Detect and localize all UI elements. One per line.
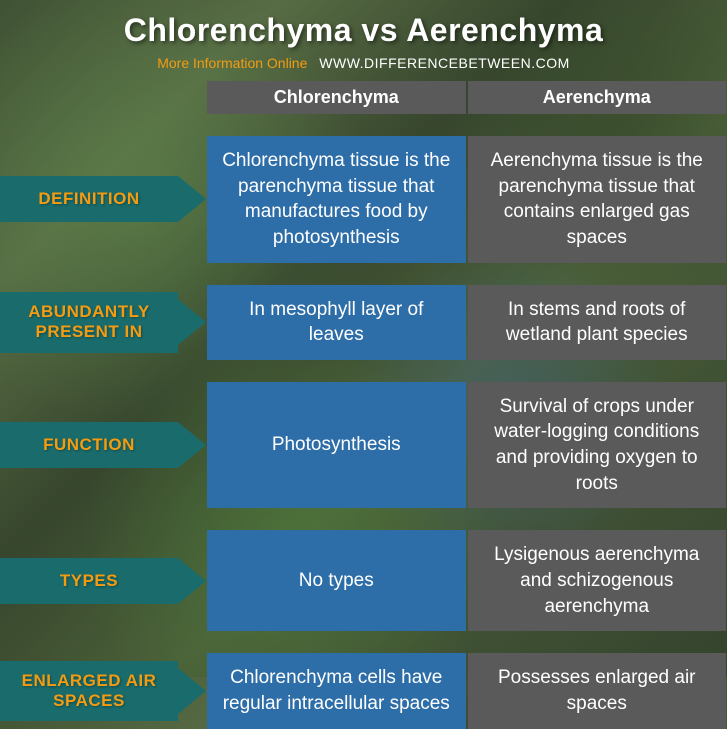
cell-chlorenchyma: Chlorenchyma cells have regular intracel… bbox=[207, 653, 466, 728]
cell-chlorenchyma: In mesophyll layer of leaves bbox=[207, 285, 466, 360]
row-label-container: DEFINITION bbox=[0, 136, 206, 263]
arrow-icon bbox=[178, 558, 206, 604]
cell-aerenchyma: Aerenchyma tissue is the parenchyma tiss… bbox=[468, 136, 727, 263]
row-label: DEFINITION bbox=[0, 176, 178, 222]
column-header-chlorenchyma: Chlorenchyma bbox=[207, 81, 466, 114]
header-spacer bbox=[0, 81, 206, 114]
table-row: ENLARGED AIR SPACES Chlorenchyma cells ha… bbox=[0, 653, 727, 728]
arrow-icon bbox=[178, 422, 206, 468]
subtitle: More Information Online WWW.DIFFERENCEBE… bbox=[0, 55, 727, 71]
table-row: TYPES No typesLysigenous aerenchyma and s… bbox=[0, 530, 727, 631]
header: Chlorenchyma vs Aerenchyma More Informat… bbox=[0, 0, 727, 75]
arrow-icon bbox=[178, 668, 206, 714]
cell-aerenchyma: Survival of crops under water-logging co… bbox=[468, 382, 727, 509]
table-row: ABUNDANTLY PRESENT IN In mesophyll layer … bbox=[0, 285, 727, 360]
cell-chlorenchyma: Chlorenchyma tissue is the parenchyma ti… bbox=[207, 136, 466, 263]
row-label-container: TYPES bbox=[0, 530, 206, 631]
cell-chlorenchyma: Photosynthesis bbox=[207, 382, 466, 509]
table-row: FUNCTION PhotosynthesisSurvival of crops … bbox=[0, 382, 727, 509]
row-label: ENLARGED AIR SPACES bbox=[0, 661, 178, 722]
row-label-container: FUNCTION bbox=[0, 382, 206, 509]
column-headers: Chlorenchyma Aerenchyma bbox=[0, 81, 727, 114]
cell-chlorenchyma: No types bbox=[207, 530, 466, 631]
row-label: FUNCTION bbox=[0, 422, 178, 468]
table-row: DEFINITION Chlorenchyma tissue is the par… bbox=[0, 136, 727, 263]
source-link[interactable]: WWW.DIFFERENCEBETWEEN.COM bbox=[319, 55, 570, 71]
cell-aerenchyma: Possesses enlarged air spaces bbox=[468, 653, 727, 728]
row-label-container: ENLARGED AIR SPACES bbox=[0, 653, 206, 728]
cell-aerenchyma: In stems and roots of wetland plant spec… bbox=[468, 285, 727, 360]
page-title: Chlorenchyma vs Aerenchyma bbox=[0, 12, 727, 49]
subtitle-text: More Information Online bbox=[157, 55, 307, 71]
arrow-icon bbox=[178, 176, 206, 222]
cell-aerenchyma: Lysigenous aerenchyma and schizogenous a… bbox=[468, 530, 727, 631]
row-label: ABUNDANTLY PRESENT IN bbox=[0, 292, 178, 353]
column-header-aerenchyma: Aerenchyma bbox=[468, 81, 727, 114]
row-label-container: ABUNDANTLY PRESENT IN bbox=[0, 285, 206, 360]
arrow-icon bbox=[178, 299, 206, 345]
row-label: TYPES bbox=[0, 558, 178, 604]
